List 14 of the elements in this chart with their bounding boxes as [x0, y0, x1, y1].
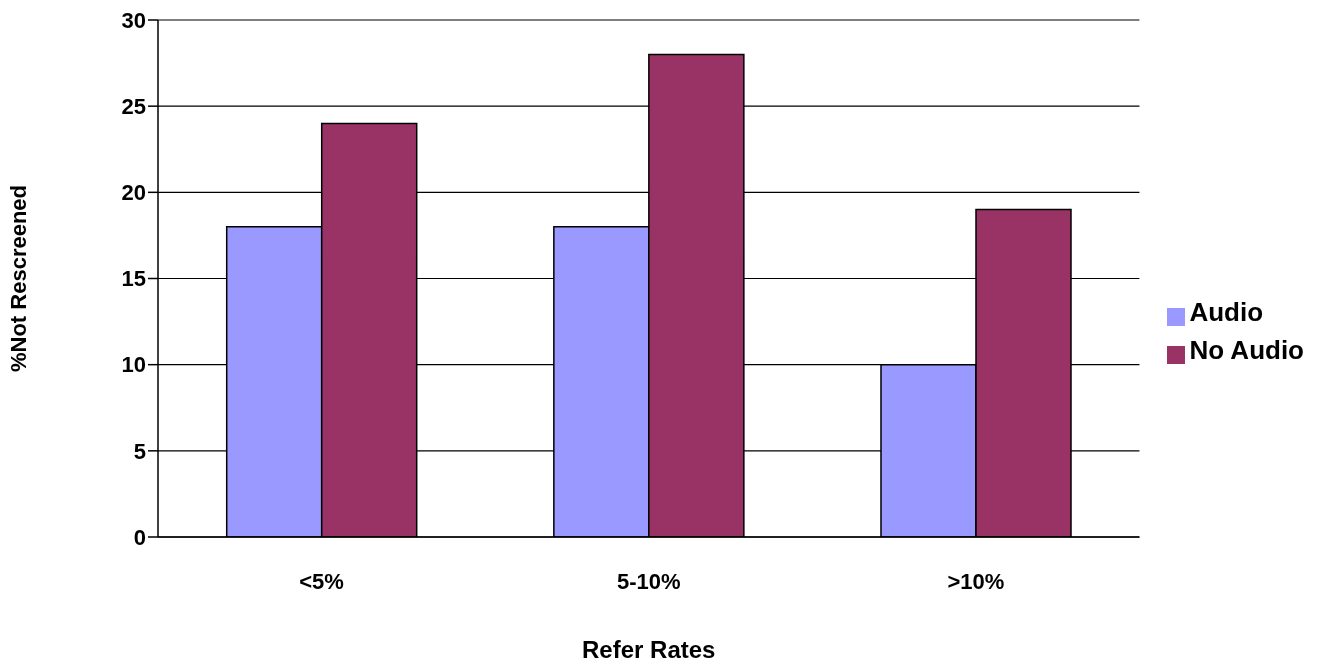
x-tick-label: >10% — [947, 568, 1005, 594]
y-tick-label: 5 — [133, 438, 146, 464]
y-axis-title: %Not Rescreened — [5, 184, 31, 373]
legend-label: No Audio — [1189, 335, 1304, 365]
x-axis-title: Refer Rates — [582, 636, 716, 661]
x-tick-label: 5-10% — [616, 568, 681, 594]
legend-label: Audio — [1189, 297, 1264, 327]
y-tick-label: 25 — [121, 93, 146, 119]
y-tick-label: 0 — [133, 524, 146, 550]
y-tick-label: 20 — [121, 180, 146, 206]
y-tick-label: 30 — [121, 7, 146, 33]
y-tick-label: 10 — [121, 352, 146, 378]
x-tick-label: <5% — [299, 568, 344, 594]
y-tick-label: 15 — [121, 266, 146, 292]
